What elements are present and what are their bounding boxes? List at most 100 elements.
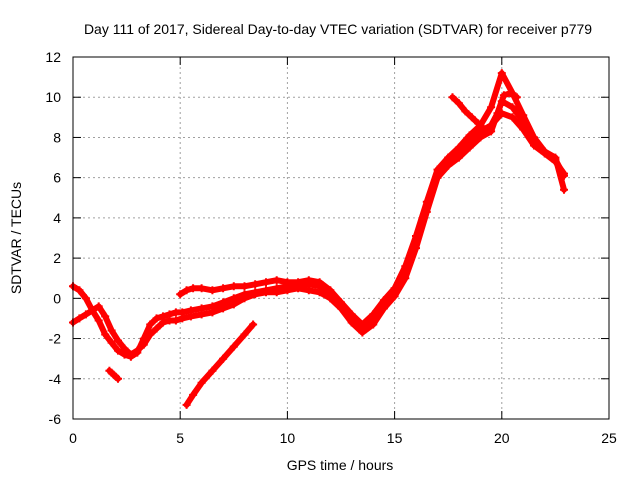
series-3-point <box>530 133 538 142</box>
series-3-point <box>251 280 260 289</box>
series-2-point <box>126 350 135 359</box>
series-1-point <box>81 294 90 303</box>
series-3-point <box>433 165 442 174</box>
series-3-point <box>304 276 313 285</box>
series-3-point <box>262 278 270 287</box>
series-3-point <box>283 278 292 287</box>
series-2-point <box>139 340 148 349</box>
series-6-point <box>208 366 217 375</box>
series-3-point <box>189 284 198 293</box>
series-1-point <box>94 316 103 325</box>
series-2-point <box>454 153 463 162</box>
series-3-point <box>465 131 474 140</box>
series-2-point <box>171 316 180 325</box>
series-2-point <box>197 310 206 319</box>
series-3-point <box>519 111 528 120</box>
y-tick-label: 12 <box>45 49 61 65</box>
series-3-point <box>337 298 345 307</box>
series-3-point <box>240 282 249 291</box>
series-1-point <box>114 346 122 355</box>
series-2-point <box>347 318 356 327</box>
y-tick-label: 8 <box>53 129 61 145</box>
series-3-point <box>347 310 356 319</box>
series-3-point <box>412 232 420 240</box>
series-3-point <box>208 286 217 295</box>
y-tick-label: -6 <box>49 411 62 427</box>
series-1-point <box>107 338 116 347</box>
series-3-point <box>176 290 185 299</box>
series-2-point <box>251 290 260 299</box>
series-3-point <box>560 185 568 194</box>
series-2-point <box>178 314 187 323</box>
series-3-point <box>379 296 388 305</box>
series-2-point <box>75 314 84 323</box>
series-1-point <box>146 320 155 329</box>
series-2-point <box>508 103 517 112</box>
series-3-point <box>390 284 399 293</box>
series-3-point <box>294 278 303 287</box>
series-6-point <box>189 390 198 399</box>
series-2-point <box>229 300 238 309</box>
series-3-point <box>401 262 410 271</box>
series-3-point <box>197 284 206 293</box>
series-6-point <box>197 378 206 387</box>
series-4-point <box>467 113 476 122</box>
series-6-point <box>182 400 191 409</box>
series-1-point <box>152 314 161 323</box>
series-3-point <box>315 278 324 287</box>
series-3-point <box>182 286 191 295</box>
series-2-point <box>262 288 270 297</box>
x-tick-label: 0 <box>69 430 77 446</box>
series-3-point <box>369 310 378 319</box>
series-6-trace <box>183 321 257 408</box>
series-4-point <box>461 107 470 116</box>
series-2-point <box>369 320 378 329</box>
series-3-point <box>229 282 238 291</box>
x-tick-label: 25 <box>601 430 617 446</box>
series-6-point <box>229 342 238 351</box>
series-2-point <box>315 288 324 297</box>
series-3-point <box>272 276 281 285</box>
series-2-point <box>94 302 103 311</box>
series-3-point <box>326 286 335 295</box>
series-3-point <box>219 284 228 293</box>
series-1-point <box>75 286 84 295</box>
series-4-point <box>480 125 489 134</box>
tick-labels: 0 5 10 15 20 25 -6 -4 -2 0 2 4 6 8 10 12 <box>45 49 617 446</box>
x-tick-label: 15 <box>387 430 403 446</box>
series-2-point <box>88 306 97 315</box>
series-2-point <box>101 312 110 321</box>
series-2-point <box>208 308 217 317</box>
series-2-point <box>390 292 399 301</box>
plot-frame <box>72 56 610 420</box>
series-2-point <box>219 304 228 313</box>
series-2-point <box>444 161 453 170</box>
y-tick-label: 10 <box>45 89 61 105</box>
data-layer <box>69 69 568 409</box>
series-3-point <box>358 320 367 329</box>
series-4-point <box>448 93 457 102</box>
series-2-trace <box>70 98 567 358</box>
series-2-point <box>186 312 195 321</box>
series-5-point <box>114 374 122 383</box>
series-2-point <box>465 143 474 152</box>
series-2-point <box>107 326 116 335</box>
series-3-point <box>422 197 431 206</box>
y-tick-label: 2 <box>53 250 61 266</box>
series-2-point <box>476 133 485 142</box>
series-4-point <box>512 93 521 102</box>
series-3-point <box>540 147 549 156</box>
series-2-point <box>114 336 122 345</box>
series-2-point <box>133 346 142 355</box>
series-2-point <box>304 286 313 295</box>
grid-lines <box>73 57 609 419</box>
chart-title: Day 111 of 2017, Sidereal Day-to-day VTE… <box>84 21 592 37</box>
y-tick-label: -4 <box>49 371 62 387</box>
y-tick-label: 4 <box>53 210 61 226</box>
series-2-point <box>159 318 167 327</box>
series-3-point <box>551 153 560 162</box>
series-1-trace <box>70 110 567 360</box>
series-6-point <box>219 354 228 363</box>
series-4-point <box>493 109 502 118</box>
